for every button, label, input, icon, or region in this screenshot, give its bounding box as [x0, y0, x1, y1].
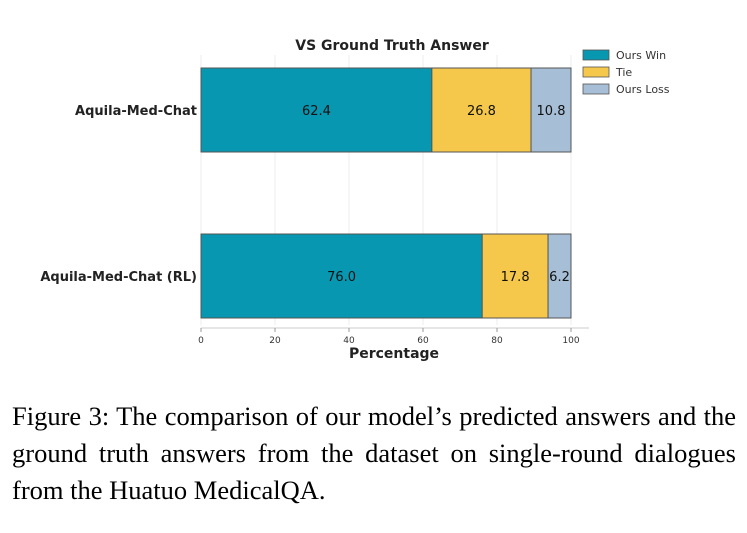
bar-segment	[200, 233, 483, 319]
bar-value-label: 10.8	[537, 104, 566, 119]
legend-swatch	[582, 49, 610, 61]
bar-value-label: 26.8	[467, 104, 496, 119]
bar-segment	[200, 67, 433, 153]
chart-bars: 62.4 26.8 10.8 76.0 17.8 6.2	[200, 67, 572, 319]
y-tick-label: Aquila-Med-Chat (RL)	[40, 270, 197, 285]
x-tick-label: 20	[269, 336, 281, 346]
figure-caption: Figure 3: The comparison of our model’s …	[12, 401, 736, 505]
bar-segment	[530, 67, 572, 153]
legend-label: Tie	[615, 66, 632, 79]
legend-label: Ours Loss	[616, 83, 670, 96]
x-tick-label: 40	[343, 336, 355, 346]
x-tick-label: 60	[417, 336, 429, 346]
chart-title: VS Ground Truth Answer	[295, 38, 489, 54]
y-tick-label: Aquila-Med-Chat	[75, 104, 197, 119]
bar-value-label: 17.8	[501, 270, 530, 285]
legend-swatch	[582, 83, 610, 95]
x-tick-label: 80	[491, 336, 503, 346]
bar-value-label: 62.4	[302, 104, 331, 119]
x-axis-label: Percentage	[349, 346, 439, 362]
chart-legend: Ours Win Tie Ours Loss	[582, 49, 670, 96]
x-tick-label: 100	[562, 336, 579, 346]
bar-segment	[431, 67, 532, 153]
legend-label: Ours Win	[616, 49, 666, 62]
chart-axes: Aquila-Med-Chat Aquila-Med-Chat (RL) 0 20 40…	[40, 104, 589, 346]
bar-segment	[547, 233, 572, 319]
x-tick-label: 0	[198, 336, 204, 346]
bar-value-label: 76.0	[327, 270, 356, 285]
bar-value-label: 6.2	[549, 270, 570, 285]
legend-swatch	[582, 66, 610, 78]
